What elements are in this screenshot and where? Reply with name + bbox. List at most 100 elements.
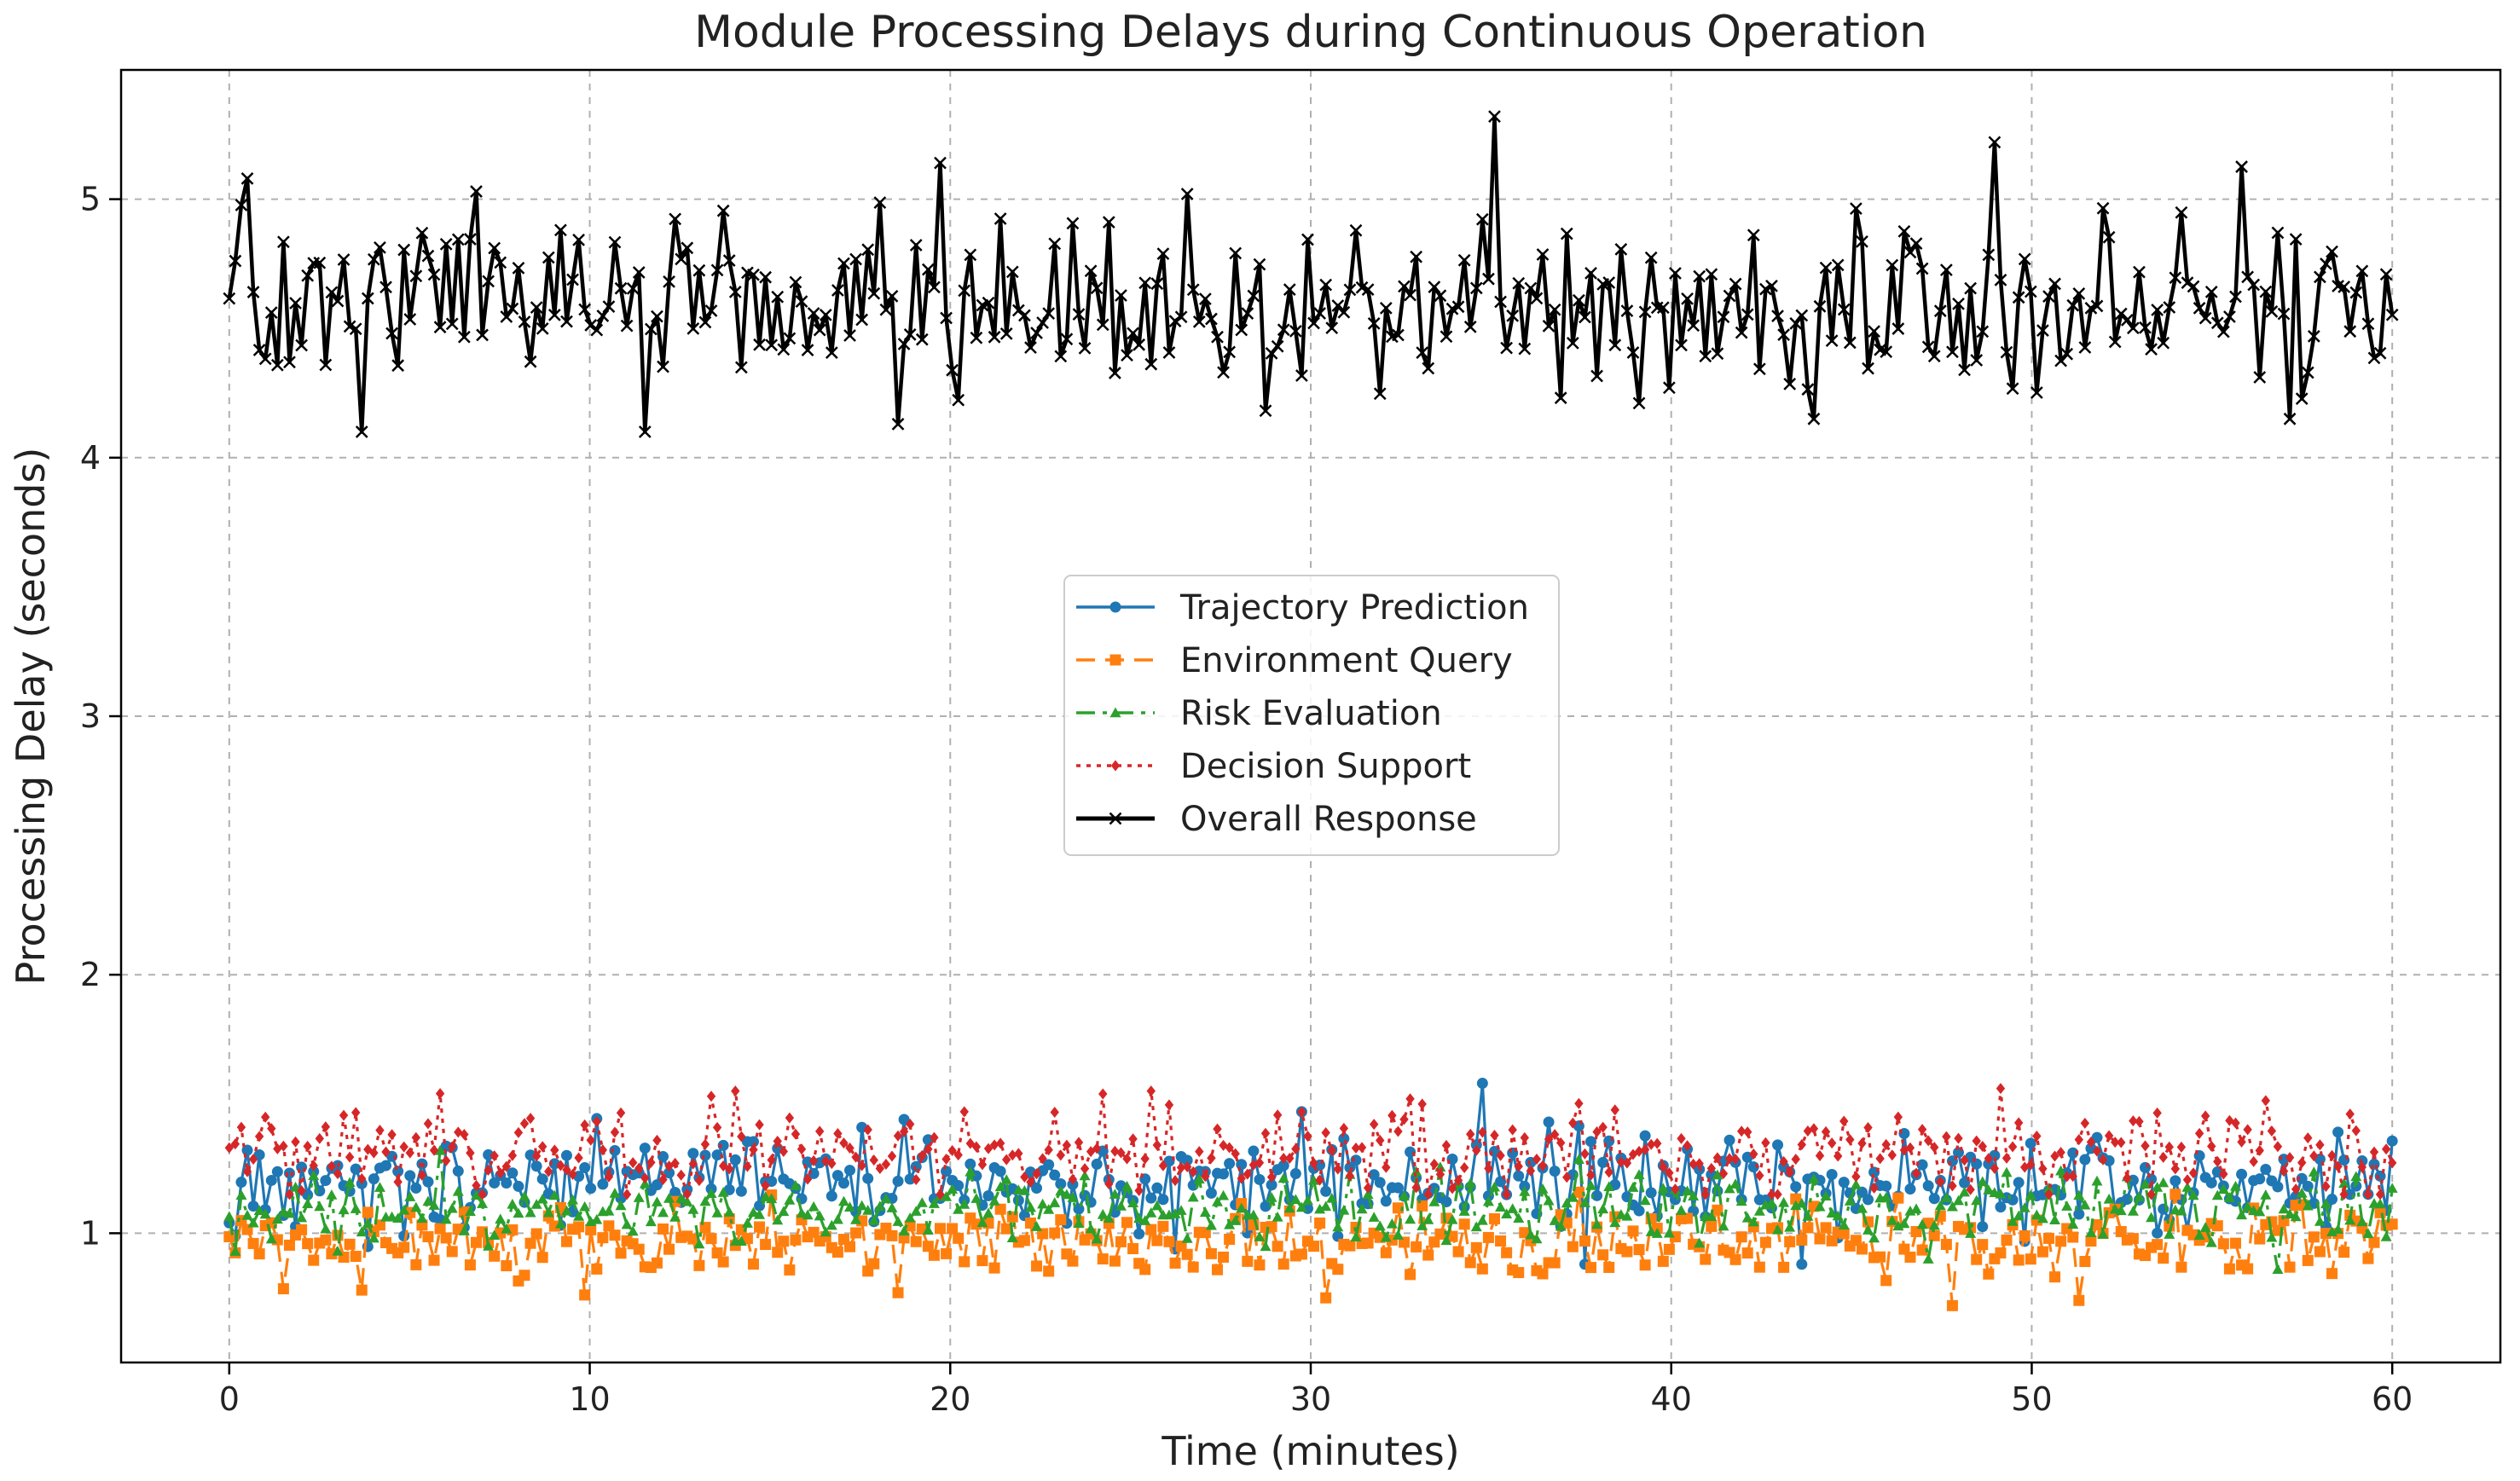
data-point	[686, 322, 700, 335]
data-point	[2381, 1143, 2391, 1155]
data-point	[1753, 1261, 1765, 1273]
data-point	[1983, 1184, 1995, 1195]
data-point	[1457, 253, 1471, 267]
data-point	[1066, 217, 1080, 230]
data-point	[1162, 346, 1176, 359]
data-point	[1152, 1139, 1162, 1151]
data-point	[620, 319, 634, 333]
data-point	[1995, 1247, 2007, 1258]
data-point	[843, 329, 856, 342]
data-point	[1825, 334, 1839, 348]
data-point	[1508, 1124, 1517, 1136]
data-point	[633, 1192, 645, 1202]
data-point	[415, 226, 429, 240]
data-point	[2090, 299, 2104, 313]
data-point	[1909, 237, 1923, 250]
data-point	[1138, 276, 1152, 290]
data-point	[1356, 1203, 1368, 1214]
data-point	[1416, 1220, 1428, 1230]
data-point	[2254, 1206, 2266, 1217]
data-point	[1102, 216, 1115, 229]
data-point	[2223, 310, 2236, 323]
data-point	[687, 1148, 699, 1160]
data-point	[970, 1193, 982, 1203]
data-point	[2302, 1200, 2314, 1211]
data-point	[771, 290, 785, 304]
data-point	[326, 1189, 338, 1200]
data-point	[2097, 1229, 2109, 1239]
data-point	[705, 1188, 717, 1198]
data-point	[441, 1154, 451, 1166]
data-point	[831, 1213, 843, 1224]
data-point	[2247, 278, 2261, 292]
data-point	[1591, 1218, 1603, 1229]
data-point	[580, 1119, 589, 1131]
data-point	[548, 1189, 560, 1200]
data-point	[440, 1213, 452, 1224]
data-point	[1560, 227, 1573, 240]
data-point	[862, 1172, 874, 1184]
data-point	[591, 1213, 603, 1224]
data-point	[2091, 1218, 2103, 1230]
data-point	[2326, 1226, 2338, 1237]
data-point	[941, 1153, 951, 1165]
data-point	[381, 1146, 391, 1158]
data-point	[1031, 1221, 1043, 1231]
data-point	[1405, 1093, 1415, 1105]
data-point	[615, 1247, 627, 1259]
data-point	[1049, 1227, 1061, 1239]
data-point	[831, 1170, 843, 1182]
data-point	[1266, 1192, 1277, 1202]
data-point	[1494, 295, 1507, 309]
data-point	[1783, 377, 1797, 390]
data-point	[1110, 1145, 1120, 1157]
data-point	[796, 1207, 808, 1218]
data-point	[1495, 1235, 1507, 1247]
data-point	[478, 1189, 487, 1200]
data-point	[574, 1152, 583, 1164]
data-point	[2356, 1216, 2368, 1227]
data-point	[1795, 309, 1809, 322]
data-point	[699, 1149, 711, 1161]
data-point	[513, 1126, 524, 1138]
data-point	[1923, 1135, 1933, 1147]
data-point	[663, 1243, 675, 1255]
data-point	[669, 212, 682, 226]
data-point	[1790, 1181, 1802, 1193]
data-point	[1055, 1177, 1067, 1189]
data-point	[892, 1216, 904, 1226]
data-point	[1362, 1189, 1374, 1200]
data-point	[410, 1201, 422, 1212]
data-point	[760, 1239, 772, 1251]
data-point	[1031, 1183, 1043, 1195]
data-point	[608, 235, 622, 249]
data-point	[747, 1136, 759, 1148]
data-point	[2169, 271, 2182, 285]
data-point	[530, 1160, 542, 1172]
data-point	[1496, 1149, 1505, 1161]
data-point	[524, 1237, 536, 1249]
data-point	[994, 1203, 1006, 1215]
data-point	[1526, 1165, 1536, 1177]
data-point	[2200, 1110, 2210, 1122]
data-point	[1530, 292, 1544, 305]
legend: Trajectory Prediction Environment Query Ri…	[1063, 575, 1560, 856]
data-point	[2139, 321, 2152, 334]
data-point	[710, 263, 724, 277]
data-point	[1067, 1192, 1079, 1202]
data-point	[1644, 251, 1658, 264]
data-point	[1392, 1182, 1404, 1194]
data-point	[898, 1225, 910, 1236]
data-point	[2237, 1136, 2246, 1148]
data-point	[1741, 1212, 1753, 1223]
x-tick-label: 0	[219, 1380, 240, 1418]
data-point	[1140, 1153, 1150, 1165]
data-point	[1640, 1143, 1650, 1155]
data-point	[1223, 345, 1237, 359]
legend-item: Decision Support	[1076, 747, 1471, 786]
data-point	[616, 1107, 626, 1119]
data-point	[2296, 1172, 2308, 1184]
data-point	[2117, 1137, 2126, 1148]
data-point	[1808, 1173, 1820, 1183]
data-point	[1380, 1195, 1392, 1207]
